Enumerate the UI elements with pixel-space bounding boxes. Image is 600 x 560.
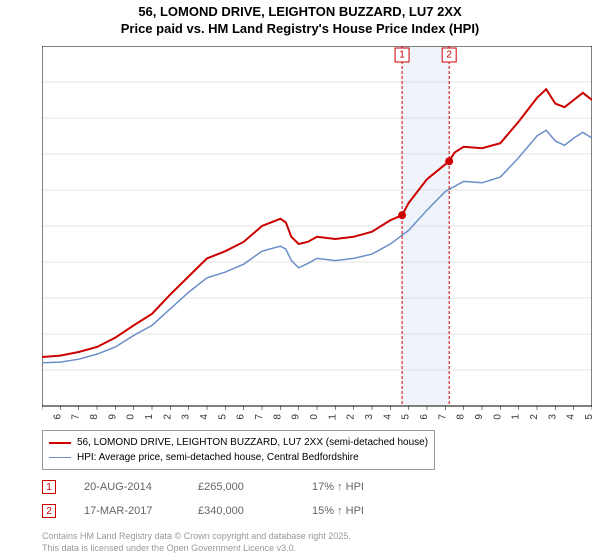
svg-text:2023: 2023 xyxy=(547,414,558,420)
svg-text:2001: 2001 xyxy=(144,414,155,420)
svg-text:2010: 2010 xyxy=(309,414,320,420)
footnote-line-1: Contains HM Land Registry data © Crown c… xyxy=(42,531,351,543)
legend-box: 56, LOMOND DRIVE, LEIGHTON BUZZARD, LU7 … xyxy=(42,430,435,470)
marker-key-row-1: 1 20-AUG-2014 £265,000 17% ↑ HPI xyxy=(42,480,402,494)
legend-label-1: 56, LOMOND DRIVE, LEIGHTON BUZZARD, LU7 … xyxy=(77,435,428,450)
svg-text:2022: 2022 xyxy=(529,414,540,420)
svg-text:2005: 2005 xyxy=(217,414,228,420)
svg-text:2019: 2019 xyxy=(474,414,485,420)
title-line-2: Price paid vs. HM Land Registry's House … xyxy=(0,21,600,38)
legend-row-2: HPI: Average price, semi-detached house,… xyxy=(49,450,428,465)
svg-text:2008: 2008 xyxy=(272,414,283,420)
svg-text:2004: 2004 xyxy=(199,414,210,420)
marker-key-date-2: 17-MAR-2017 xyxy=(84,505,174,517)
svg-text:2000: 2000 xyxy=(126,414,137,420)
svg-text:2017: 2017 xyxy=(437,414,448,420)
svg-text:2009: 2009 xyxy=(291,414,302,420)
marker-key-row-2: 2 17-MAR-2017 £340,000 15% ↑ HPI xyxy=(42,504,402,518)
svg-text:2: 2 xyxy=(446,50,452,61)
svg-text:2018: 2018 xyxy=(456,414,467,420)
svg-text:2021: 2021 xyxy=(511,414,522,420)
marker-key-delta-2: 15% ↑ HPI xyxy=(312,505,402,517)
legend-label-2: HPI: Average price, semi-detached house,… xyxy=(77,450,359,465)
footnote: Contains HM Land Registry data © Crown c… xyxy=(42,531,351,554)
title-line-1: 56, LOMOND DRIVE, LEIGHTON BUZZARD, LU7 … xyxy=(0,4,600,21)
marker-key-delta-1: 17% ↑ HPI xyxy=(312,481,402,493)
svg-text:1996: 1996 xyxy=(52,414,63,420)
legend-swatch-2 xyxy=(49,457,71,458)
svg-text:2015: 2015 xyxy=(401,414,412,420)
legend-row-1: 56, LOMOND DRIVE, LEIGHTON BUZZARD, LU7 … xyxy=(49,435,428,450)
svg-text:1995: 1995 xyxy=(42,414,45,420)
title-block: 56, LOMOND DRIVE, LEIGHTON BUZZARD, LU7 … xyxy=(0,0,600,38)
legend-swatch-1 xyxy=(49,442,71,444)
svg-text:1997: 1997 xyxy=(71,414,82,420)
svg-text:2020: 2020 xyxy=(492,414,503,420)
svg-text:2025: 2025 xyxy=(584,414,592,420)
svg-text:2006: 2006 xyxy=(236,414,247,420)
svg-text:2024: 2024 xyxy=(566,414,577,420)
svg-text:1: 1 xyxy=(399,50,405,61)
footnote-line-2: This data is licensed under the Open Gov… xyxy=(42,543,351,555)
marker-key-date-1: 20-AUG-2014 xyxy=(84,481,174,493)
marker-key-badge-2: 2 xyxy=(42,504,56,518)
svg-text:1999: 1999 xyxy=(107,414,118,420)
svg-text:1998: 1998 xyxy=(89,414,100,420)
svg-text:2003: 2003 xyxy=(181,414,192,420)
marker-key-price-2: £340,000 xyxy=(198,505,288,517)
marker-key-price-1: £265,000 xyxy=(198,481,288,493)
svg-text:2007: 2007 xyxy=(254,414,265,420)
chart-plot-area: £0£50K£100K£150K£200K£250K£300K£350K£400… xyxy=(42,46,592,420)
svg-text:2013: 2013 xyxy=(364,414,375,420)
marker-key-badge-1: 1 xyxy=(42,480,56,494)
svg-text:2002: 2002 xyxy=(162,414,173,420)
chart-container: 56, LOMOND DRIVE, LEIGHTON BUZZARD, LU7 … xyxy=(0,0,600,560)
svg-text:2016: 2016 xyxy=(419,414,430,420)
svg-text:2011: 2011 xyxy=(327,414,338,420)
svg-text:2012: 2012 xyxy=(346,414,357,420)
chart-svg: £0£50K£100K£150K£200K£250K£300K£350K£400… xyxy=(42,46,592,420)
svg-text:2014: 2014 xyxy=(382,414,393,420)
